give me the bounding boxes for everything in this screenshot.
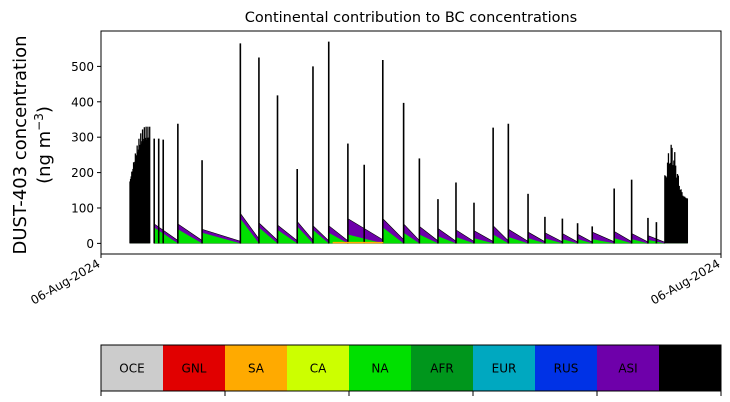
area-band-na — [382, 227, 404, 244]
legend-swatch-ca — [287, 345, 350, 391]
legend-frame — [100, 344, 722, 392]
legend-label: GNL — [182, 362, 207, 376]
area-band-na — [528, 238, 545, 244]
area-band-na — [258, 227, 278, 244]
legend-swatch-oce — [101, 345, 164, 391]
area-band-na — [240, 218, 259, 244]
area-band-na — [577, 239, 593, 244]
legend-swatch-rus — [535, 345, 598, 391]
legend-label: OCE — [119, 362, 144, 376]
y-axis-label: DUST-403 concentration (ng m−3) — [10, 35, 55, 254]
legend-swatch-gnl — [163, 345, 226, 391]
legend-swatch-asi — [597, 345, 660, 391]
legend-label: AFR — [430, 362, 453, 376]
legend-swatch-sa — [225, 345, 288, 391]
legend-swatch-afr — [411, 345, 474, 391]
area-band-na — [347, 234, 383, 244]
area-band-na — [312, 229, 329, 244]
x-tick-label: 06-Aug-2024 — [28, 256, 102, 307]
y-axis-label-line1: DUST-403 concentration — [10, 35, 31, 254]
area-band-na — [277, 229, 298, 244]
area-band-na — [473, 238, 494, 244]
area-band-na — [562, 239, 578, 244]
area-band-na — [328, 232, 348, 244]
legend-label: SA — [248, 362, 265, 376]
region-legend: OCE GNL SA CA NA AFR EUR RUS ASI AUS — [100, 344, 722, 396]
legend-label: RUS — [554, 362, 579, 376]
area-band-na — [177, 229, 203, 244]
area-band-na — [631, 239, 648, 244]
y-tick-label: 300 — [71, 131, 94, 145]
y-tick-label: 500 — [71, 60, 94, 74]
area-band-na — [419, 234, 438, 244]
y-tick-label: 200 — [71, 166, 94, 180]
legend-label: ASI — [618, 362, 637, 376]
area-band-na — [455, 237, 474, 244]
legend-label: CA — [310, 362, 327, 376]
legend-swatch-aus — [659, 345, 722, 391]
area-band-na — [493, 234, 509, 244]
legend-swatch-na — [349, 345, 412, 391]
area-band-na — [202, 232, 241, 244]
area-band-na — [437, 236, 456, 244]
area-band-na — [297, 226, 313, 244]
y-tick-label: 100 — [71, 201, 94, 215]
y-axis-label-line2: (ng m−3) — [32, 106, 55, 184]
area-band-na — [403, 232, 420, 244]
y-tick-label: 400 — [71, 95, 94, 109]
area-band-na — [614, 238, 632, 244]
x-tick-label: 06-Aug-2024 — [648, 256, 722, 307]
plot-frame — [100, 30, 722, 255]
legend-swatch-eur — [473, 345, 536, 391]
y-tick-label: 0 — [86, 237, 94, 251]
legend-label: EUR — [492, 362, 517, 376]
area-band-na — [508, 237, 529, 244]
legend-label: AUS — [678, 362, 703, 376]
y-axis: 0 100 200 300 400 500 — [71, 60, 101, 251]
plot-area — [129, 41, 689, 244]
area-band-na — [544, 238, 563, 244]
chart-title: Continental contribution to BC concentra… — [245, 10, 577, 26]
area-band-na — [154, 227, 178, 244]
legend-label: NA — [371, 362, 389, 376]
x-axis: 06-Aug-2024 06-Aug-2024 — [28, 254, 723, 307]
area-band-na — [592, 239, 615, 244]
